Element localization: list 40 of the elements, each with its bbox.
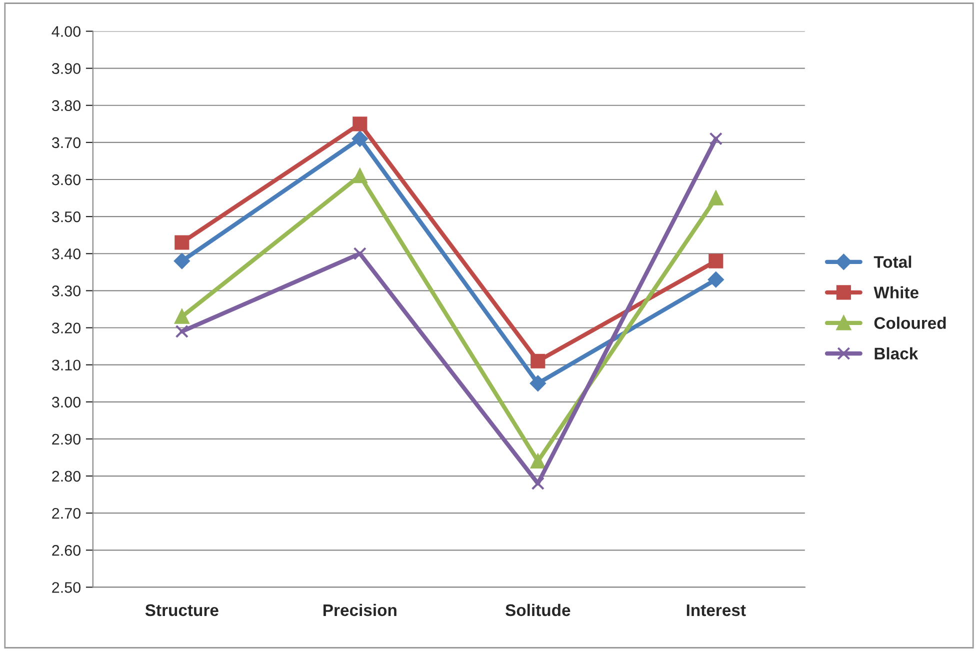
y-tick-label: 3.00 (52, 396, 81, 408)
x-tick-label: Interest (686, 604, 746, 616)
point (174, 253, 190, 269)
point (708, 254, 724, 268)
x-tick-label: Solitude (506, 604, 570, 616)
y-tick-label: 3.50 (52, 211, 81, 222)
y-tick-label: 3.30 (52, 286, 81, 296)
point (174, 309, 190, 324)
y-tick-label: 3.40 (52, 248, 81, 260)
y-tick-label: 3.90 (52, 63, 81, 74)
point (530, 354, 546, 368)
point (530, 375, 546, 392)
point (708, 190, 724, 206)
legend-label: Total (874, 256, 912, 268)
y-tick-label: 3.20 (52, 322, 81, 334)
y-tick-label: 2.60 (52, 545, 81, 556)
y-tick-label: 3.70 (52, 137, 81, 148)
y-tick-label: 2.80 (52, 470, 81, 482)
point (175, 324, 189, 338)
x-tick-label: Precision (324, 604, 396, 616)
point (352, 116, 368, 132)
point (353, 247, 367, 260)
point (531, 476, 544, 490)
point (174, 235, 190, 250)
point (352, 130, 368, 147)
point (352, 168, 368, 184)
point (708, 272, 724, 288)
legend-label: White (874, 286, 918, 298)
legend-label: Coloured (874, 316, 946, 329)
y-tick-label: 4.00 (52, 26, 81, 37)
y-tick-label: 2.70 (52, 508, 81, 519)
x-tick-label: Structure (145, 604, 218, 616)
y-tick-label: 3.60 (52, 174, 81, 186)
y-tick-label: 3.10 (52, 360, 81, 371)
y-tick-label: 2.50 (52, 582, 81, 593)
y-tick-label: 3.80 (52, 100, 81, 112)
point (709, 132, 722, 146)
y-tick-label: 2.90 (52, 434, 81, 445)
legend-label: Black (874, 347, 918, 360)
point (530, 454, 546, 468)
